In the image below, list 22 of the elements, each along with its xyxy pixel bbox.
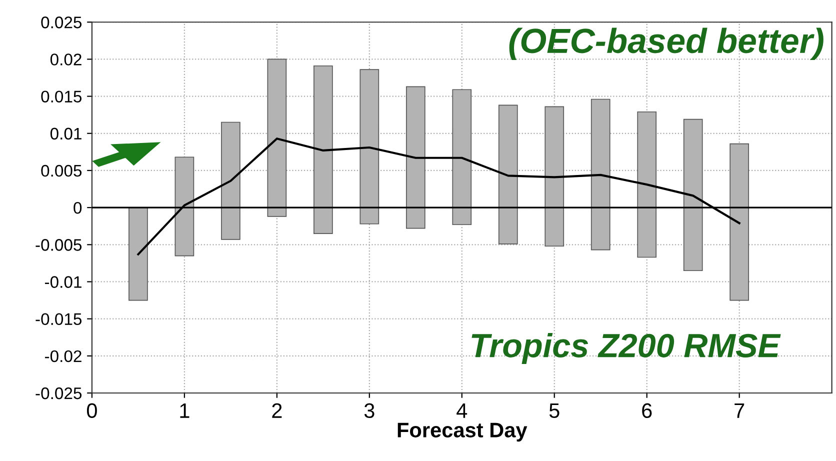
x-tick-label: 1 bbox=[180, 403, 190, 418]
y-tick-label: 0.015 bbox=[41, 90, 82, 103]
y-tick-label: -0.015 bbox=[36, 313, 82, 326]
x-tick-label: 2 bbox=[272, 403, 282, 418]
y-tick-label: 0.025 bbox=[41, 16, 82, 28]
annotation: (OEC-based better) bbox=[509, 28, 824, 60]
y-tick-label: 0 bbox=[74, 202, 82, 214]
x-tick-label: 5 bbox=[549, 403, 560, 418]
x-tick-label: 0 bbox=[86, 403, 97, 418]
x-tick-label: 6 bbox=[642, 403, 652, 418]
annotation: Tropics Z200 RMSE bbox=[472, 332, 781, 364]
y-tick-label: 0.01 bbox=[50, 128, 82, 140]
y-tick-label: -0.02 bbox=[44, 350, 82, 362]
y-tick-label: -0.025 bbox=[36, 387, 82, 400]
x-tick-label: 4 bbox=[456, 403, 468, 418]
y-tick-label: 0.02 bbox=[50, 54, 82, 66]
y-tick-label: -0.005 bbox=[36, 239, 82, 251]
y-tick-label: 0.005 bbox=[41, 164, 82, 177]
x-axis-title: Forecast Day bbox=[398, 422, 528, 442]
x-tick-label: 7 bbox=[734, 403, 744, 418]
x-tick-label: 3 bbox=[364, 403, 374, 418]
y-tick-label: -0.01 bbox=[44, 276, 82, 288]
